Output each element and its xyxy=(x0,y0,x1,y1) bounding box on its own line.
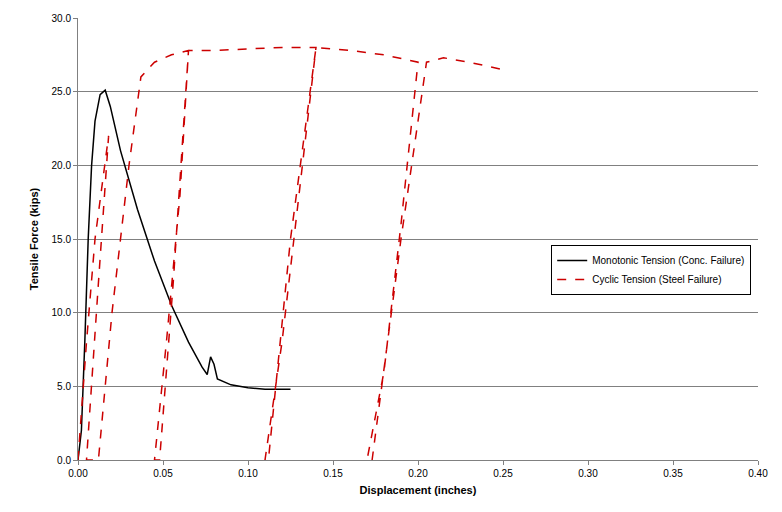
svg-text:0.00: 0.00 xyxy=(68,468,88,479)
svg-text:0.05: 0.05 xyxy=(153,468,173,479)
svg-text:Monotonic Tension (Conc. Failu: Monotonic Tension (Conc. Failure) xyxy=(592,255,744,266)
svg-text:5.0: 5.0 xyxy=(57,381,71,392)
svg-text:10.0: 10.0 xyxy=(52,307,72,318)
svg-text:Tensile Force (kips): Tensile Force (kips) xyxy=(28,187,40,290)
svg-text:30.0: 30.0 xyxy=(52,13,72,24)
svg-text:Cyclic Tension (Steel Failure): Cyclic Tension (Steel Failure) xyxy=(592,274,721,285)
svg-text:0.0: 0.0 xyxy=(57,455,71,466)
svg-text:0.15: 0.15 xyxy=(323,468,343,479)
svg-text:15.0: 15.0 xyxy=(52,234,72,245)
svg-text:0.40: 0.40 xyxy=(748,468,768,479)
svg-text:25.0: 25.0 xyxy=(52,86,72,97)
svg-text:0.10: 0.10 xyxy=(238,468,258,479)
svg-text:0.35: 0.35 xyxy=(663,468,683,479)
svg-text:Displacement (inches): Displacement (inches) xyxy=(360,484,477,496)
svg-text:20.0: 20.0 xyxy=(52,160,72,171)
svg-text:0.20: 0.20 xyxy=(408,468,428,479)
svg-text:0.25: 0.25 xyxy=(493,468,513,479)
svg-text:0.30: 0.30 xyxy=(578,468,598,479)
